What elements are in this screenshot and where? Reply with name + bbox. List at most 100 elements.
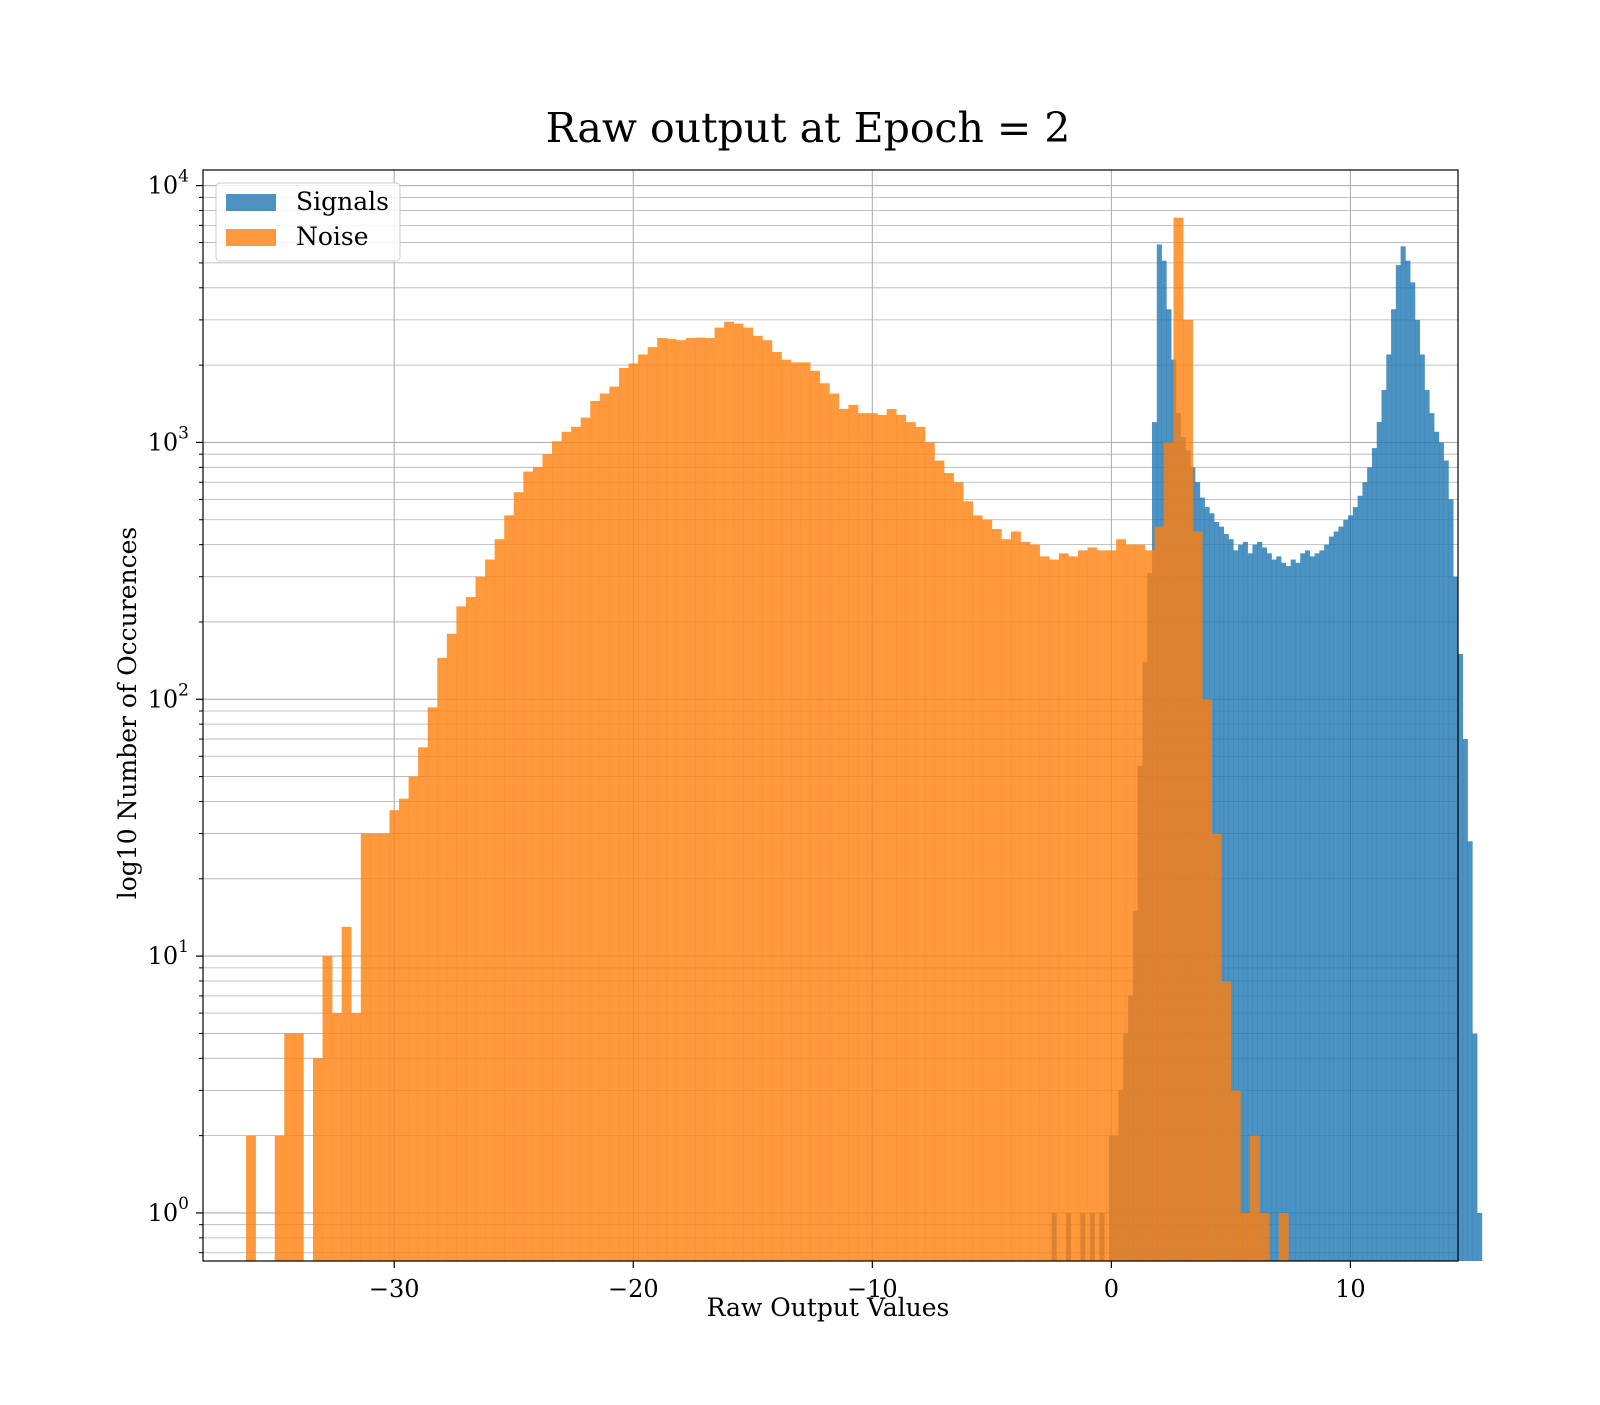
histogram-bar <box>781 359 792 1261</box>
histogram-bar <box>1192 531 1203 1261</box>
histogram-bar <box>1238 544 1244 1261</box>
histogram-bar <box>1049 559 1060 1261</box>
histogram-bar <box>1097 550 1107 1261</box>
histogram-bar <box>561 431 572 1261</box>
histogram-bar <box>867 413 878 1261</box>
histogram-bar <box>293 1033 304 1261</box>
histogram-bar <box>1116 539 1127 1261</box>
histogram-bar <box>1020 541 1031 1261</box>
x-tick-label: −30 <box>369 1275 420 1303</box>
histogram-bar <box>1362 482 1368 1262</box>
histogram-bar <box>1281 562 1287 1261</box>
histogram-bar <box>982 519 993 1261</box>
histogram-bar <box>475 576 486 1261</box>
histogram-bar <box>1154 526 1165 1261</box>
histogram-bar <box>1357 495 1363 1261</box>
histogram-bar <box>332 1013 342 1261</box>
histogram-bar <box>724 321 734 1261</box>
histogram-bar <box>829 393 840 1261</box>
histogram-bar <box>819 383 830 1261</box>
histogram-bar <box>1077 550 1088 1261</box>
x-tick-label: 0 <box>1104 1275 1119 1303</box>
histogram-bar <box>1434 431 1440 1261</box>
histogram-bar <box>905 422 916 1262</box>
histogram-bar <box>1233 550 1239 1261</box>
histogram-bar <box>924 442 935 1261</box>
series-noise <box>246 217 1289 1262</box>
histogram-bar <box>360 833 371 1261</box>
histogram-bar <box>714 327 725 1262</box>
histogram-bar <box>1391 309 1397 1261</box>
histogram-bar <box>485 559 495 1261</box>
histogram-bar <box>1314 553 1320 1261</box>
histogram-bar <box>1472 1033 1478 1261</box>
histogram-bar <box>446 633 457 1261</box>
histogram-bar <box>1106 550 1117 1261</box>
histogram-bar <box>791 362 801 1261</box>
histogram-bar <box>1400 246 1406 1262</box>
histogram-bar <box>504 515 515 1261</box>
histogram-bar <box>857 413 868 1261</box>
histogram-bar <box>1058 553 1069 1261</box>
histogram-bar <box>1462 739 1468 1261</box>
histogram-bar <box>638 354 648 1262</box>
y-tick-label: 100 <box>148 1194 189 1227</box>
histogram-bar <box>609 386 620 1261</box>
histogram-bar <box>1376 422 1382 1262</box>
histogram-bar <box>676 340 687 1262</box>
histogram-bar <box>408 776 419 1261</box>
histogram-bar <box>552 441 562 1261</box>
histogram-bar <box>379 833 390 1261</box>
histogram-bar <box>284 1033 295 1261</box>
plot-frame <box>202 169 1459 1262</box>
histogram-bar <box>1453 576 1459 1261</box>
histogram-bar <box>752 335 763 1262</box>
histogram-bar <box>1343 519 1349 1261</box>
histogram-bar <box>1300 553 1306 1261</box>
histogram-bar <box>1163 442 1174 1261</box>
histogram-bar <box>590 400 601 1262</box>
x-tick-label: 10 <box>1335 1275 1366 1303</box>
histogram-bar <box>1135 544 1146 1261</box>
histogram-bar <box>1266 553 1272 1261</box>
histogram-bar <box>896 414 907 1261</box>
histogram-bar <box>1259 1212 1270 1261</box>
histogram-bar <box>532 467 543 1261</box>
histogram-bar <box>465 597 476 1261</box>
histogram-bar <box>523 471 534 1262</box>
histogram-bar <box>1240 1212 1251 1261</box>
histogram-bar <box>580 417 591 1261</box>
histogram-bar <box>1305 550 1311 1261</box>
histogram-bar <box>571 426 581 1262</box>
histogram-bar <box>743 327 754 1262</box>
x-tick-label: −20 <box>608 1275 659 1303</box>
histogram-bar <box>1183 319 1193 1261</box>
histogram-bar <box>399 798 409 1261</box>
histogram-bar <box>513 492 524 1262</box>
histogram-bar <box>886 408 897 1261</box>
histogram-bar <box>1276 556 1282 1261</box>
histogram-bar <box>1230 1090 1241 1261</box>
histogram-bar <box>1144 550 1155 1261</box>
histogram-bar <box>494 539 505 1261</box>
histogram-bar <box>1271 559 1277 1261</box>
histogram-bar <box>1261 547 1268 1261</box>
x-tick-label: −10 <box>847 1275 898 1303</box>
y-tick-label: 103 <box>148 423 189 456</box>
histogram-bar <box>1309 556 1315 1261</box>
histogram-bar <box>666 338 677 1261</box>
histogram-bar <box>246 1135 256 1261</box>
histogram-bar <box>963 501 974 1261</box>
histogram-bar <box>810 370 821 1262</box>
histogram-bar <box>1410 282 1416 1262</box>
histogram-bar <box>1001 539 1012 1261</box>
histogram-bar <box>762 340 773 1262</box>
y-axis-label: log10 Number of Occurences <box>113 527 142 900</box>
histogram-bar <box>1438 442 1444 1261</box>
histogram-bar <box>351 1013 362 1261</box>
histogram-bar <box>1010 531 1021 1261</box>
histogram-bar <box>1211 833 1222 1261</box>
y-tick-label: 101 <box>148 937 189 970</box>
